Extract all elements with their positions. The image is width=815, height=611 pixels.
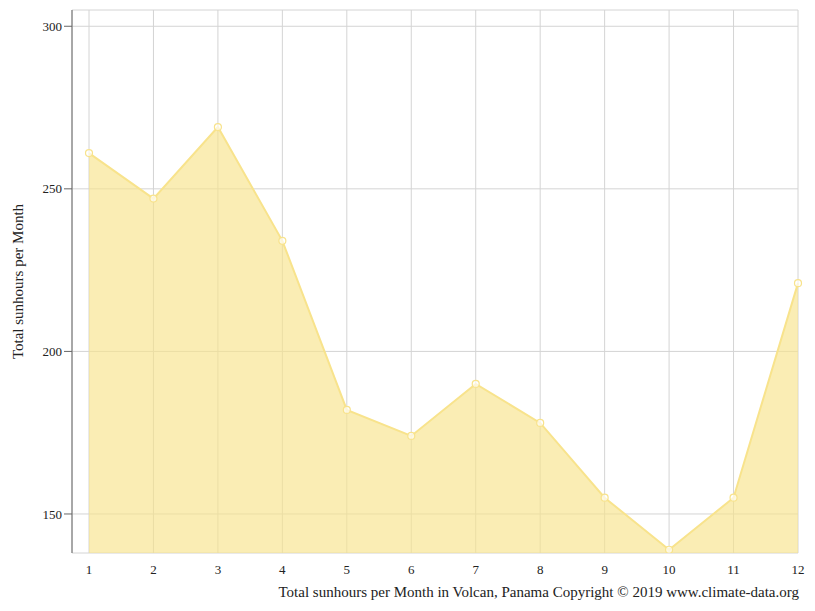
svg-text:250: 250 [43, 181, 63, 196]
svg-text:2: 2 [150, 562, 157, 577]
svg-text:1: 1 [86, 562, 93, 577]
svg-text:Total sunhours per Month in Vo: Total sunhours per Month in Volcan, Pana… [278, 584, 799, 600]
svg-text:3: 3 [215, 562, 222, 577]
svg-text:9: 9 [601, 562, 608, 577]
svg-text:6: 6 [408, 562, 415, 577]
svg-text:12: 12 [792, 562, 805, 577]
svg-text:200: 200 [43, 344, 63, 359]
svg-text:11: 11 [727, 562, 740, 577]
svg-text:5: 5 [344, 562, 351, 577]
svg-text:7: 7 [472, 562, 479, 577]
svg-text:150: 150 [43, 507, 63, 522]
svg-text:300: 300 [43, 19, 63, 34]
svg-text:Total sunhours per Month: Total sunhours per Month [10, 203, 26, 359]
svg-text:4: 4 [279, 562, 286, 577]
svg-text:10: 10 [663, 562, 676, 577]
svg-text:8: 8 [537, 562, 544, 577]
